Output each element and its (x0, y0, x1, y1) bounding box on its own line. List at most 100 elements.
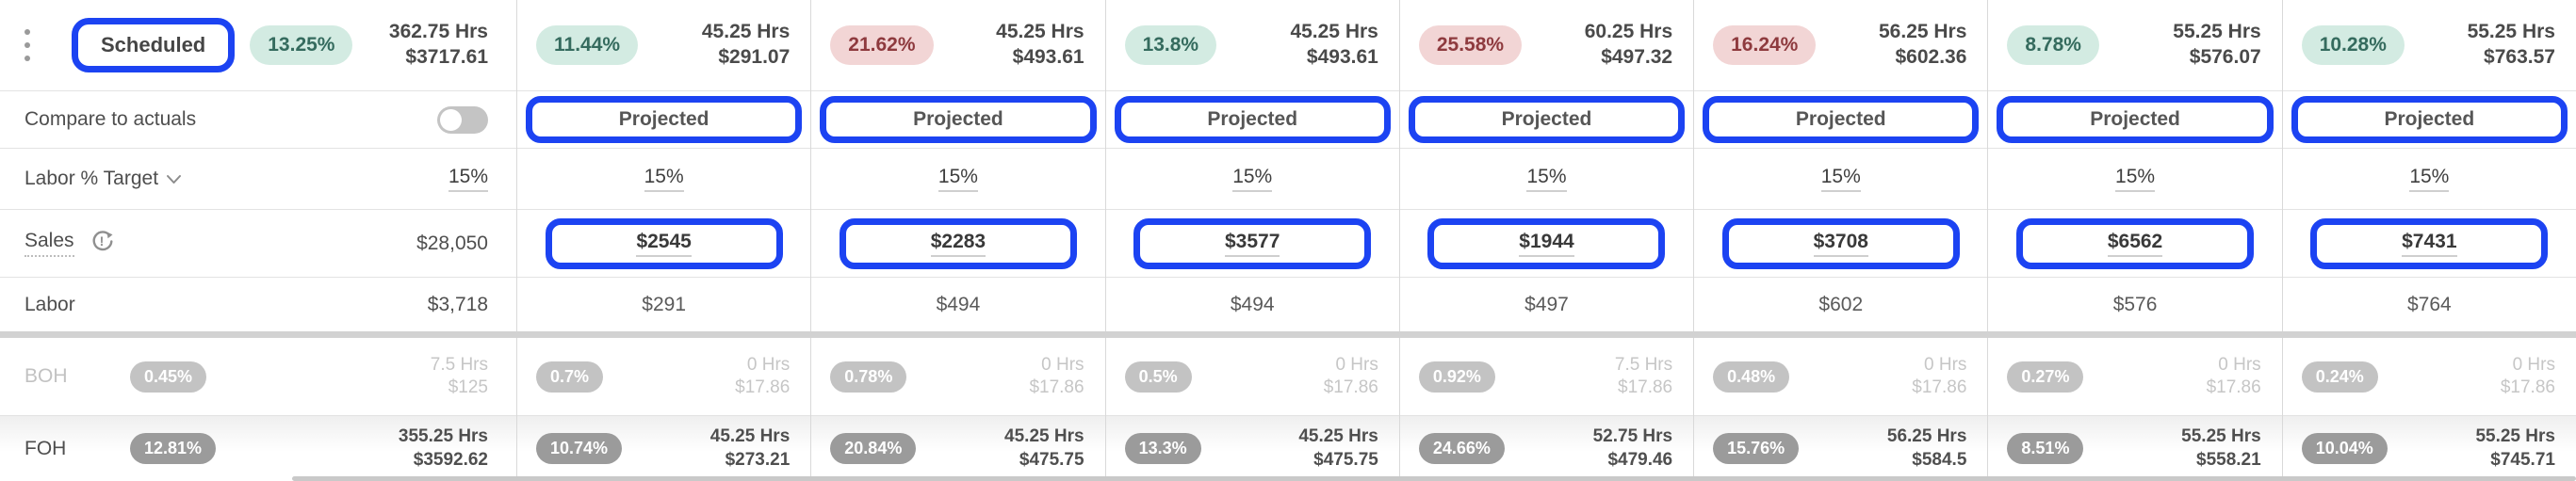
day-projected-cell: Projected (1988, 91, 2282, 149)
boh-percent-badge: 0.92% (1418, 361, 1495, 393)
day-boh-cell: 0.78% 0 Hrs $17.86 (811, 338, 1105, 416)
kebab-menu-icon[interactable] (24, 29, 30, 61)
boh-hours: 0 Hrs (1335, 354, 1378, 375)
day-labor-percent-badge: 10.28% (2301, 25, 2405, 65)
day-scheduled-amount: $602.36 (1895, 46, 1967, 68)
projected-button[interactable]: Projected (1997, 96, 2274, 143)
boh-amount: $17.86 (2500, 377, 2555, 397)
sync-alert-icon[interactable]: ! (90, 228, 116, 259)
labor-target-value[interactable]: 15% (1820, 166, 1861, 192)
day-projected-cell: Projected (1105, 91, 1399, 149)
sales-forecast-input[interactable]: $3577 (1133, 217, 1372, 269)
day-labor-percent-badge: 25.58% (1418, 25, 1523, 65)
sales-total-value: $28,050 (416, 232, 488, 254)
day-projected-cell: Projected (2282, 91, 2576, 149)
horizontal-scrollbar[interactable] (292, 476, 2576, 481)
sales-forecast-input[interactable]: $1944 (1427, 217, 1666, 269)
labor-cost-value: $494 (936, 293, 981, 315)
foh-percent-badge: 8.51% (2007, 433, 2084, 464)
labor-target-value[interactable]: 15% (2409, 166, 2450, 192)
projected-button[interactable]: Projected (1408, 96, 1686, 143)
foh-percent-badge: 10.74% (536, 433, 623, 464)
labor-cost-value: $576 (2112, 293, 2158, 315)
sales-forecast-input[interactable]: $7431 (2310, 217, 2549, 269)
foh-amount: $584.5 (1912, 449, 1967, 470)
day-column: 16.24% 56.25 Hrs $602.36 Projected 15% $… (1693, 0, 1988, 481)
labor-target-value[interactable]: 15% (1232, 166, 1273, 192)
labor-target-label[interactable]: Labor % Target (24, 168, 182, 190)
boh-percent-badge: 0.78% (830, 361, 907, 393)
boh-hours: 0 Hrs (1041, 354, 1084, 375)
sales-forecast-value[interactable]: $6562 (2107, 231, 2163, 257)
foh-amount: $479.46 (1607, 449, 1673, 470)
day-foh-cell: 20.84% 45.25 Hrs $475.75 (811, 416, 1105, 481)
day-scheduled-amount: $493.61 (1306, 46, 1378, 68)
labor-target-total-value[interactable]: 15% (448, 166, 488, 192)
labor-target-value[interactable]: 15% (2115, 166, 2156, 192)
foh-percent-badge: 15.76% (1713, 433, 1800, 464)
boh-amount: $17.86 (1618, 377, 1673, 397)
day-labor-cell: $291 (517, 278, 810, 331)
day-header-cell: 16.24% 56.25 Hrs $602.36 (1694, 0, 1988, 91)
sales-forecast-value[interactable]: $1944 (1519, 231, 1574, 257)
foh-amount-total: $3592.62 (413, 449, 488, 470)
day-sales-cell: $7431 (2282, 210, 2576, 278)
foh-amount: $558.21 (2196, 449, 2261, 470)
projected-button[interactable]: Projected (526, 96, 803, 143)
foh-percent-badge: 12.81% (130, 433, 217, 464)
projected-button[interactable]: Projected (1703, 96, 1980, 143)
boh-percent-badge: 0.27% (2007, 361, 2084, 393)
boh-hours: 0 Hrs (2512, 354, 2555, 375)
sales-forecast-input[interactable]: $2545 (545, 217, 783, 269)
sales-forecast-value[interactable]: $3708 (1813, 231, 1868, 257)
day-labor-cell: $576 (1988, 278, 2281, 331)
day-column: 13.8% 45.25 Hrs $493.61 Projected 15% $3… (1104, 0, 1399, 481)
day-sales-cell: $1944 (1399, 210, 1694, 278)
boh-hours: 0 Hrs (746, 354, 791, 375)
foh-percent-badge: 24.66% (1418, 433, 1505, 464)
boh-percent-badge: 0.24% (2301, 361, 2378, 393)
boh-percent-badge: 0.5% (1124, 361, 1192, 393)
sales-forecast-input[interactable]: $6562 (2016, 217, 2255, 269)
scheduled-tab[interactable]: Scheduled (72, 18, 236, 72)
day-header-cell: 8.78% 55.25 Hrs $576.07 (1988, 0, 2282, 91)
day-labor-cell: $494 (1106, 278, 1399, 331)
day-projected-cell: Projected (1694, 91, 1988, 149)
sales-forecast-value[interactable]: $2283 (930, 231, 986, 257)
scheduled-hours-total: 362.75 Hrs (388, 21, 488, 43)
day-sales-cell: $2283 (811, 210, 1105, 278)
sales-forecast-input[interactable]: $3708 (1721, 217, 1960, 269)
boh-row: BOH 0.45% 7.5 Hrs $125 (0, 338, 516, 416)
day-header-cell: 21.62% 45.25 Hrs $493.61 (811, 0, 1105, 91)
day-target-cell: 15% (1399, 149, 1694, 210)
sales-label[interactable]: Sales (24, 230, 74, 257)
day-scheduled-hours: 56.25 Hrs (1879, 21, 1967, 43)
boh-amount: $17.86 (1323, 377, 1378, 397)
projected-button[interactable]: Projected (1114, 96, 1391, 143)
labor-target-value[interactable]: 15% (644, 166, 684, 192)
day-labor-cell: $494 (811, 278, 1104, 331)
day-sales-cell: $3577 (1105, 210, 1399, 278)
day-column: 11.44% 45.25 Hrs $291.07 Projected 15% $… (516, 0, 811, 481)
day-scheduled-amount: $291.07 (718, 46, 791, 68)
foh-hours: 55.25 Hrs (2181, 426, 2261, 447)
projected-button[interactable]: Projected (2291, 96, 2568, 143)
sales-forecast-value[interactable]: $2545 (636, 231, 692, 257)
day-foh-cell: 15.76% 56.25 Hrs $584.5 (1694, 416, 1988, 481)
day-labor-cell: $497 (1400, 278, 1693, 331)
labor-target-value[interactable]: 15% (1526, 166, 1567, 192)
projected-button[interactable]: Projected (820, 96, 1097, 143)
day-column: 21.62% 45.25 Hrs $493.61 Projected 15% $… (810, 0, 1105, 481)
compare-toggle[interactable] (437, 105, 488, 134)
compare-row: Compare to actuals (0, 91, 516, 149)
sales-row: Sales ! $28,050 (0, 210, 516, 278)
sales-forecast-value[interactable]: $3577 (1225, 231, 1280, 257)
day-target-cell: 15% (811, 149, 1105, 210)
sales-forecast-input[interactable]: $2283 (839, 217, 1077, 269)
sales-forecast-value[interactable]: $7431 (2402, 231, 2457, 257)
day-labor-percent-badge: 8.78% (2007, 25, 2099, 65)
labor-label: Labor (24, 293, 75, 315)
labor-target-value[interactable]: 15% (937, 166, 978, 192)
svg-text:!: ! (99, 233, 104, 249)
